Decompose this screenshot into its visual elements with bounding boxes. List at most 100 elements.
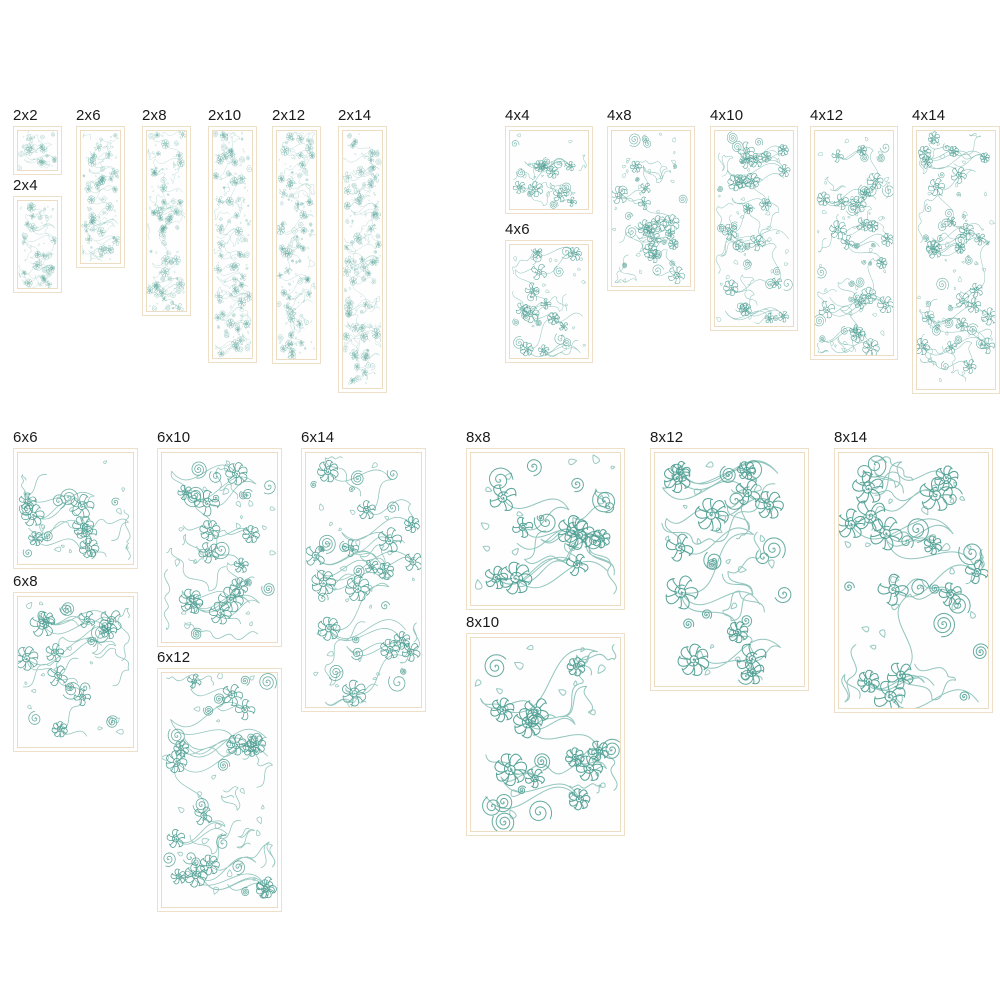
design-artwork: [715, 131, 793, 324]
design-size-label: 4x10: [710, 107, 744, 124]
design-artwork: [147, 131, 186, 311]
design-artwork: [18, 202, 57, 288]
design-size-label: 6x10: [157, 429, 191, 446]
design-artwork: [18, 460, 131, 560]
design-card-8x10[interactable]: 8x10: [466, 614, 625, 836]
design-artwork: [474, 644, 620, 831]
design-frame: [505, 240, 593, 363]
design-frame: [13, 126, 62, 175]
design-card-4x6[interactable]: 4x6: [505, 221, 593, 363]
design-inner-border: [509, 130, 589, 210]
design-inner-border: [654, 452, 805, 687]
design-frame: [157, 668, 282, 912]
design-card-2x12[interactable]: 2x12: [272, 107, 321, 364]
design-inner-border: [470, 452, 621, 606]
design-frame: [142, 126, 191, 316]
design-frame: [157, 448, 282, 647]
design-frame: [466, 448, 625, 610]
design-size-label: 2x12: [272, 107, 306, 124]
design-card-2x6[interactable]: 2x6: [76, 107, 125, 268]
design-inner-border: [146, 130, 187, 312]
design-size-label: 4x12: [810, 107, 844, 124]
design-size-label: 4x14: [912, 107, 946, 124]
design-card-4x12[interactable]: 4x12: [810, 107, 898, 360]
design-card-6x8[interactable]: 6x8: [13, 573, 138, 752]
design-size-label: 2x14: [338, 107, 372, 124]
design-inner-border: [161, 672, 278, 908]
design-artwork: [839, 455, 988, 708]
design-card-4x8[interactable]: 4x8: [607, 107, 695, 291]
design-size-label: 8x10: [466, 614, 500, 631]
design-frame: [607, 126, 695, 291]
design-inner-border: [17, 596, 134, 748]
design-inner-border: [814, 130, 894, 356]
design-artwork: [162, 673, 277, 899]
design-inner-border: [80, 130, 121, 264]
design-size-label: 2x2: [13, 107, 38, 124]
design-frame: [650, 448, 809, 691]
design-artwork: [343, 133, 382, 385]
design-size-label: 8x8: [466, 429, 491, 446]
design-size-label: 8x14: [834, 429, 868, 446]
design-card-2x14[interactable]: 2x14: [338, 107, 387, 393]
design-size-label: 6x6: [13, 429, 38, 446]
design-card-2x2[interactable]: 2x2: [13, 107, 62, 175]
design-frame: [466, 633, 625, 836]
design-artwork: [511, 133, 587, 209]
design-card-8x8[interactable]: 8x8: [466, 429, 625, 610]
design-inner-border: [838, 452, 989, 709]
design-artwork: [213, 131, 252, 358]
design-frame: [76, 126, 125, 268]
design-card-4x10[interactable]: 4x10: [710, 107, 798, 331]
design-card-6x10[interactable]: 6x10: [157, 429, 282, 647]
design-frame: [13, 448, 138, 569]
design-card-6x6[interactable]: 6x6: [13, 429, 138, 569]
design-size-label: 4x6: [505, 221, 530, 238]
design-frame: [912, 126, 1000, 394]
design-size-label: 2x4: [13, 177, 38, 194]
design-card-2x4[interactable]: 2x4: [13, 177, 62, 293]
design-inner-border: [509, 244, 589, 359]
design-card-6x12[interactable]: 6x12: [157, 649, 282, 912]
design-inner-border: [342, 130, 383, 389]
design-frame: [810, 126, 898, 360]
design-size-label: 8x12: [650, 429, 684, 446]
design-size-label: 6x8: [13, 573, 38, 590]
design-frame: [301, 448, 426, 712]
design-artwork: [917, 131, 995, 382]
design-inner-border: [17, 452, 134, 565]
design-artwork: [474, 454, 617, 595]
design-card-2x10[interactable]: 2x10: [208, 107, 257, 363]
design-card-8x14[interactable]: 8x14: [834, 429, 993, 713]
design-size-label: 4x8: [607, 107, 632, 124]
design-artwork: [81, 132, 120, 262]
design-frame: [272, 126, 321, 364]
design-artwork: [661, 460, 792, 685]
design-inner-border: [212, 130, 253, 359]
design-inner-border: [305, 452, 422, 708]
design-size-label: 4x4: [505, 107, 530, 124]
design-frame: [13, 592, 138, 752]
design-frame: [13, 196, 62, 293]
design-artwork: [18, 131, 57, 170]
design-frame: [338, 126, 387, 393]
design-frame: [710, 126, 798, 331]
design-card-4x14[interactable]: 4x14: [912, 107, 1000, 394]
design-artwork: [815, 136, 893, 355]
design-size-label: 2x10: [208, 107, 242, 124]
design-card-6x14[interactable]: 6x14: [301, 429, 426, 712]
design-frame: [834, 448, 993, 713]
design-inner-border: [470, 637, 621, 832]
design-card-2x8[interactable]: 2x8: [142, 107, 191, 316]
design-frame: [208, 126, 257, 363]
design-size-label: 2x8: [142, 107, 167, 124]
design-card-4x4[interactable]: 4x4: [505, 107, 593, 214]
design-size-label: 6x12: [157, 649, 191, 666]
design-card-8x12[interactable]: 8x12: [650, 429, 809, 691]
design-size-label: 6x14: [301, 429, 335, 446]
design-frame: [505, 126, 593, 214]
